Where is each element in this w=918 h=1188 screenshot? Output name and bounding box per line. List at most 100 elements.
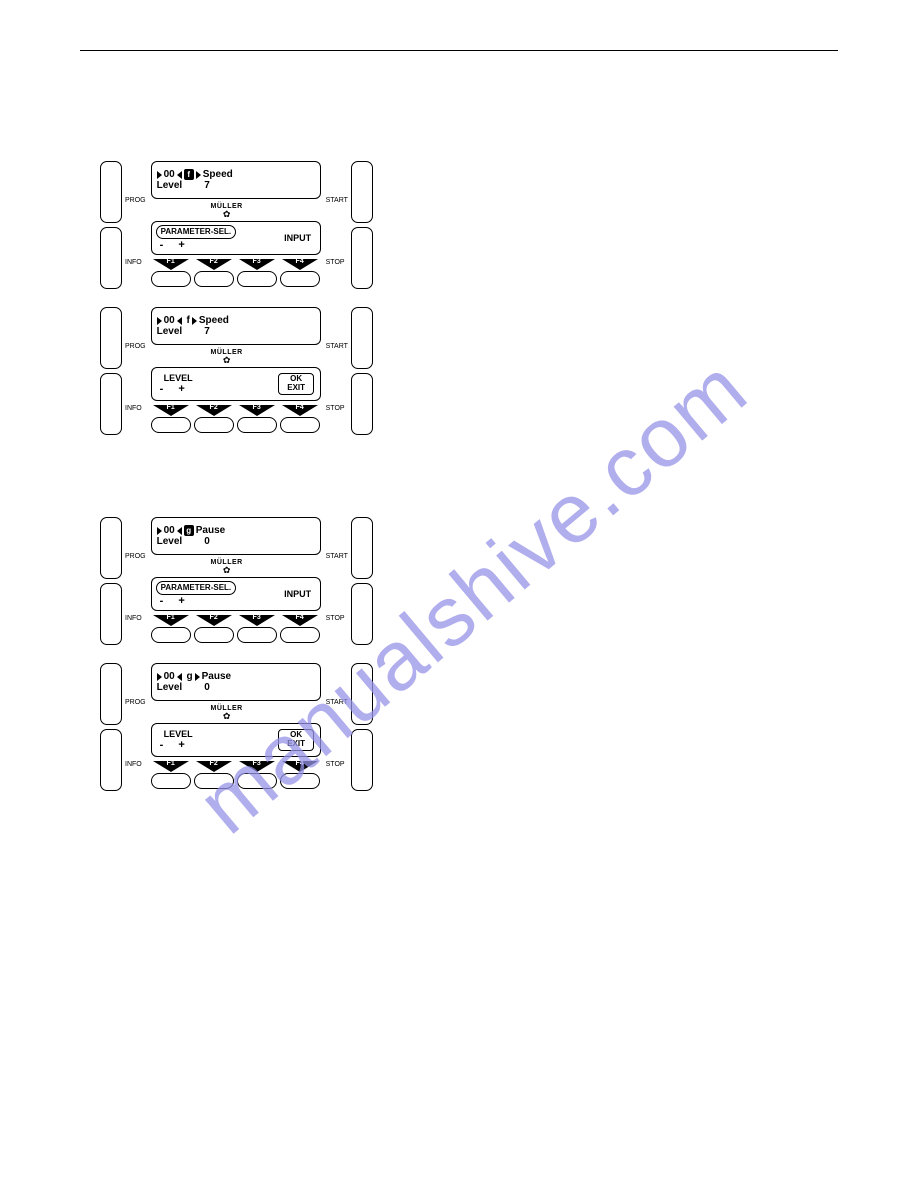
fkey-indicator: F1 [151,405,191,417]
control-panel: PROGINFO00fSpeedLevel7 MÜLLER✿ PARAMETER-S… [100,161,838,301]
fkey-button[interactable] [151,773,191,789]
lcd-display-top: 00gPauseLevel0 [151,517,321,555]
side-label-column: PROGINFO [125,161,146,301]
fkey-button[interactable] [194,271,234,287]
fkey-button-row [151,627,321,643]
side-label-column: PROGINFO [125,517,146,657]
side-button[interactable] [351,227,373,289]
gear-icon: ✿ [223,356,231,365]
figure-group: PROGINFO00fSpeedLevel7MÜLLER✿PARAMETER-S… [100,161,838,447]
gear-icon: ✿ [223,210,231,219]
side-button[interactable] [351,663,373,725]
fkey-button[interactable] [237,417,277,433]
side-button[interactable] [100,729,122,791]
side-label: INFO [125,733,146,795]
side-button-column [100,307,122,447]
lcd-display-bottom: PARAMETER-SEL.- +INPUT [151,577,321,611]
side-button[interactable] [100,517,122,579]
side-label: START [326,315,348,377]
fkey-indicator-row: F1F2F3F4 [151,615,321,627]
side-button-column [351,161,373,301]
page: PROGINFO00fSpeedLevel7MÜLLER✿PARAMETER-S… [80,50,838,873]
side-label: START [326,525,348,587]
fkey-indicator: F2 [194,405,234,417]
panel-center: 00fSpeedLevel7 MÜLLER✿ PARAMETER-SEL.- +IN… [151,161,321,301]
lcd-display-bottom: PARAMETER-SEL.- +INPUT [151,221,321,255]
lcd-right-label: INPUT [276,578,320,610]
header-rule [80,50,838,51]
side-label: STOP [326,377,348,439]
side-label-column: STARTSTOP [326,161,348,301]
gear-icon: ✿ [223,712,231,721]
fkey-indicator: F1 [151,259,191,271]
fkey-indicator: F1 [151,615,191,627]
fkey-indicator: F3 [237,259,277,271]
ok-exit-box[interactable]: OKEXIT [278,373,314,395]
side-button[interactable] [100,663,122,725]
side-button[interactable] [351,729,373,791]
fkey-button[interactable] [194,417,234,433]
control-panel: PROGINFO00gPauseLevel0MÜLLER✿PARAMETER-S… [100,517,838,657]
fkey-button-row [151,773,321,789]
side-button[interactable] [100,307,122,369]
side-button[interactable] [351,161,373,223]
fkey-button-row [151,271,321,287]
side-button[interactable] [351,373,373,435]
brand-row: MÜLLER✿ [151,201,321,219]
fkey-indicator: F2 [194,615,234,627]
fkey-button[interactable] [280,627,320,643]
side-button-column [351,517,373,657]
side-button-column [100,663,122,803]
side-button[interactable] [100,373,122,435]
side-label: INFO [125,377,146,439]
panel-center: 00 gPauseLevel0MÜLLER✿LEVEL- +OKEXITF1F2… [151,663,321,803]
side-label: PROG [125,671,146,733]
side-label: PROG [125,525,146,587]
side-button-column [351,663,373,803]
side-label: STOP [326,587,348,649]
brand-row: MÜLLER✿ [151,347,321,365]
fkey-button[interactable] [151,417,191,433]
side-button[interactable] [100,227,122,289]
side-button[interactable] [100,161,122,223]
side-button-column [100,161,122,301]
side-label: PROG [125,169,146,231]
fkey-button[interactable] [194,627,234,643]
side-label-column: STARTSTOP [326,663,348,803]
side-label: INFO [125,587,146,649]
side-button[interactable] [351,583,373,645]
fkey-button[interactable] [237,627,277,643]
side-button[interactable] [100,583,122,645]
control-panel: PROGINFO00 gPauseLevel0MÜLLER✿LEVEL- +OK… [100,663,838,803]
fkey-button[interactable] [151,627,191,643]
fkey-button[interactable] [280,773,320,789]
lcd-display-bottom: LEVEL- +OKEXIT [151,367,321,401]
brand-row: MÜLLER✿ [151,703,321,721]
side-label: STOP [326,231,348,293]
fkey-indicator: F4 [280,259,320,271]
fkey-button[interactable] [237,773,277,789]
side-label-column: STARTSTOP [326,307,348,447]
ok-exit-box[interactable]: OKEXIT [278,729,314,751]
fkey-button-row [151,417,321,433]
gear-icon: ✿ [223,566,231,575]
fkey-button[interactable] [151,271,191,287]
side-button[interactable] [351,517,373,579]
fkey-indicator: F4 [280,761,320,773]
fkey-indicator: F1 [151,761,191,773]
fkey-button[interactable] [237,271,277,287]
side-label-column: STARTSTOP [326,517,348,657]
fkey-button[interactable] [194,773,234,789]
fkey-indicator: F4 [280,405,320,417]
fkey-indicator: F2 [194,259,234,271]
fkey-indicator: F3 [237,761,277,773]
fkey-indicator: F4 [280,615,320,627]
fkey-button[interactable] [280,271,320,287]
lcd-display-top: 00fSpeedLevel7 [151,161,321,199]
fkey-indicator: F2 [194,761,234,773]
side-button[interactable] [351,307,373,369]
figure-group: PROGINFO00gPauseLevel0MÜLLER✿PARAMETER-S… [100,517,838,803]
lcd-display-top: 00 gPauseLevel0 [151,663,321,701]
fkey-button[interactable] [280,417,320,433]
control-panel: PROGINFO00 fSpeedLevel7MÜLLER✿LEVEL- +OK… [100,307,838,447]
